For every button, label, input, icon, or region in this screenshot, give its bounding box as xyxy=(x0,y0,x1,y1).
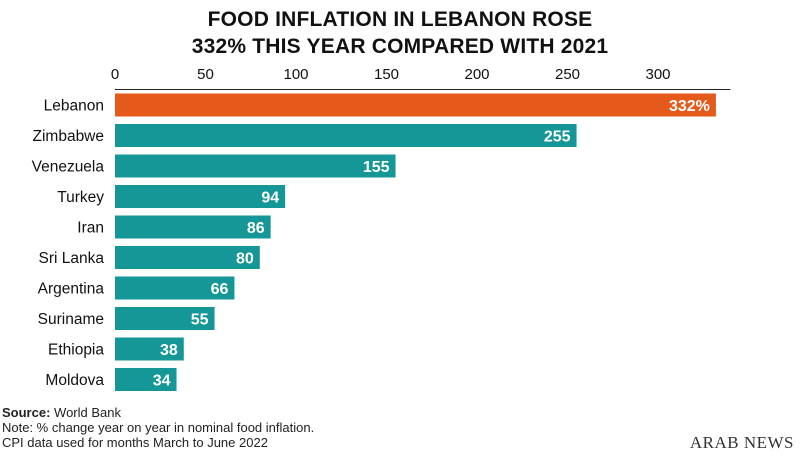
bar xyxy=(115,185,286,208)
source-line: Source: World Bank xyxy=(2,405,314,420)
data-label: 94 xyxy=(261,190,279,207)
x-tick-label: 100 xyxy=(283,66,308,83)
data-label: 155 xyxy=(363,159,390,176)
category-label: Moldova xyxy=(45,372,104,389)
bar xyxy=(115,215,271,239)
bar xyxy=(115,307,215,330)
category-label: Suriname xyxy=(38,311,104,328)
note-line: Note: % change year on year in nominal f… xyxy=(2,420,315,435)
x-tick-label: 0 xyxy=(111,66,119,83)
bar xyxy=(115,154,396,178)
category-label: Zimbabwe xyxy=(33,128,105,145)
category-label: Ethiopia xyxy=(48,342,104,359)
category-label: Venezuela xyxy=(32,159,105,176)
data-label: 66 xyxy=(211,281,229,298)
x-tick-label: 300 xyxy=(645,66,670,83)
bar xyxy=(115,93,716,117)
chart-footer: Source: World Bank Note: % change year o… xyxy=(2,405,314,450)
bar xyxy=(115,276,235,300)
x-tick-label: 200 xyxy=(464,66,489,83)
chart-title: FOOD INFLATION IN LEBANON ROSE 332% THIS… xyxy=(0,6,800,60)
chart-title-line-2: 332% THIS YEAR COMPARED WITH 2021 xyxy=(191,35,609,58)
data-label: 255 xyxy=(544,129,571,146)
chart-title-line-1: FOOD INFLATION IN LEBANON ROSE xyxy=(207,8,593,31)
category-label: Lebanon xyxy=(44,98,104,115)
brand-logo: ARAB NEWS xyxy=(689,433,794,452)
bar xyxy=(115,337,184,361)
category-label: Iran xyxy=(77,220,104,237)
category-label: Turkey xyxy=(57,189,104,206)
source-value: World Bank xyxy=(54,405,121,420)
data-label: 55 xyxy=(191,312,209,329)
bar xyxy=(115,368,177,391)
x-tick-label: 150 xyxy=(374,66,399,83)
data-label: 86 xyxy=(247,220,265,237)
data-label: 34 xyxy=(153,373,171,390)
category-label: Sri Lanka xyxy=(39,250,105,267)
data-label: 332% xyxy=(669,98,710,115)
category-label: Argentina xyxy=(38,281,105,298)
data-label: 38 xyxy=(160,342,178,359)
x-tick-label: 250 xyxy=(555,66,580,83)
bar xyxy=(115,246,260,269)
data-label: 80 xyxy=(236,251,254,268)
x-tick-label: 50 xyxy=(197,66,214,83)
source-label: Source: xyxy=(2,405,51,420)
bar xyxy=(115,124,577,147)
data-note-line: CPI data used for months March to June 2… xyxy=(2,435,268,450)
